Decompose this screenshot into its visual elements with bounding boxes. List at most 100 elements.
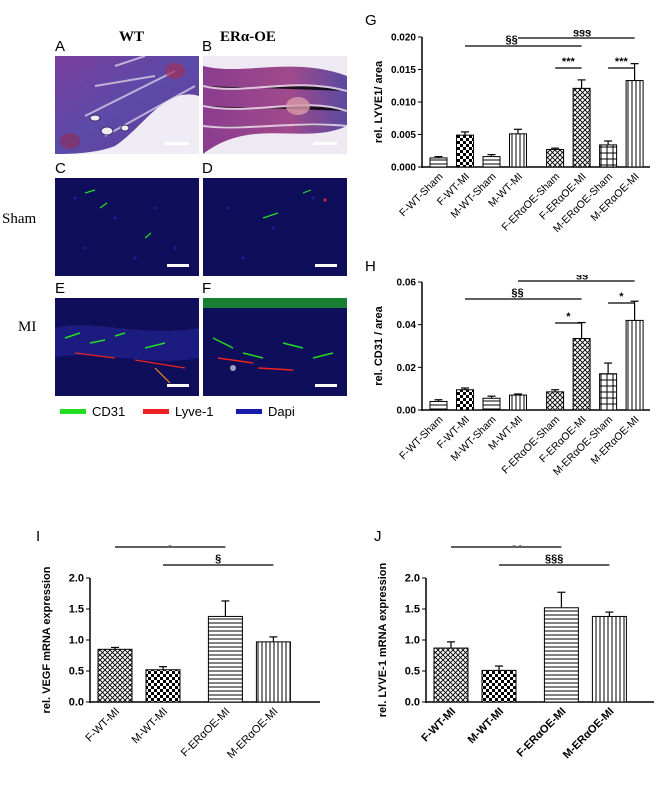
col-title-er-oe: ERα-OE (220, 29, 276, 45)
y-tick-label: 0.5 (405, 666, 420, 678)
row-label-sham: Sham (2, 211, 37, 227)
panel-label-d: D (202, 160, 213, 177)
significance-label: §§ (511, 545, 523, 547)
bar (429, 400, 448, 411)
legend-label-cd31: CD31 (92, 404, 126, 419)
micrograph-e-image (55, 298, 199, 396)
bar (145, 669, 181, 703)
legend-label-dapi: Dapi (268, 404, 295, 419)
y-tick-label: 2.0 (405, 573, 420, 585)
panel-label-i: I (36, 528, 41, 545)
category-label: M-WT-MI (130, 706, 170, 746)
y-tick-label: 0.000 (391, 163, 416, 174)
y-axis-label: rel. CD31 / area (373, 305, 385, 385)
y-tick-label: 0.04 (397, 320, 417, 331)
significance-label: §§ (506, 34, 518, 46)
bar (207, 615, 243, 703)
chart-i: 0.0 0.5 1.0 1.5 2.0 rel. VEGF mRNA expression… (41, 545, 320, 761)
bar (625, 80, 644, 168)
legend-label-lyve1: Lyve-1 (175, 404, 214, 419)
panel-label-f: F (202, 280, 212, 297)
bar (625, 319, 644, 411)
y-tick-label: 1.0 (69, 635, 84, 647)
significance-label: §§§ (545, 553, 563, 565)
y-tick-label: 2.0 (69, 573, 84, 585)
col-title-wt: WT (119, 29, 145, 45)
chart-g: 0.000 0.005 0.010 0.015 0.020 rel. LYVE1/ are… (373, 30, 650, 235)
bar (255, 641, 291, 703)
y-tick-label: 0.06 (397, 278, 417, 289)
bar (481, 669, 517, 703)
micrograph-a (55, 56, 199, 154)
micrograph-a-image (55, 56, 199, 154)
significance-label: § (167, 545, 173, 547)
micrograph-b (203, 56, 347, 154)
category-label: F-WT-MI (419, 706, 458, 745)
y-axis-label: rel. LYVE-1 mRNA expression (378, 562, 389, 717)
panel-label-e: E (55, 280, 66, 297)
category-label: F-WT-MI (83, 706, 122, 745)
y-axis-label: rel. LYVE1/ area (373, 60, 385, 143)
bar (97, 648, 133, 703)
category-label: M-ERαOE-MI (225, 706, 280, 761)
y-tick-label: 1.5 (69, 604, 84, 616)
panel-label-g: G (365, 12, 377, 29)
y-tick-label: 0.020 (391, 33, 416, 44)
bar (591, 615, 627, 703)
bar (433, 647, 469, 703)
significance-label: §§ (511, 287, 523, 299)
y-tick-label: 0.010 (391, 98, 416, 109)
y-tick-label: 0.0 (405, 697, 420, 709)
bar (572, 338, 591, 411)
significance-label: § (215, 553, 221, 565)
panel-label-b: B (202, 38, 213, 55)
micrograph-f-image (203, 298, 347, 396)
category-label: F-ERαOE-MI (515, 706, 569, 760)
panel-label-h: H (365, 258, 376, 275)
bar (543, 607, 579, 703)
y-tick-label: 0.02 (397, 363, 417, 374)
micrograph-d (203, 178, 347, 276)
significance-label: *** (615, 56, 629, 68)
chart-j: 0.0 0.5 1.0 1.5 2.0 rel. LYVE-1 mRNA expressi… (378, 545, 654, 762)
bar (599, 373, 618, 411)
legend-swatch-dapi (236, 409, 262, 414)
bar (599, 144, 618, 168)
y-axis-label: rel. VEGF mRNA expression (41, 566, 53, 713)
micrograph-c-image (55, 178, 199, 276)
y-tick-label: 0.005 (391, 130, 416, 141)
legend-item-cd31: CD31 (60, 404, 125, 419)
bar (509, 394, 527, 411)
panel-label-j: J (374, 528, 382, 545)
micrograph-d-image (203, 178, 347, 276)
significance-label: *** (562, 56, 576, 68)
legend-item-dapi: Dapi (236, 404, 295, 419)
significance-label: §§ (576, 275, 588, 281)
micrograph-f (203, 298, 347, 396)
micrograph-e (55, 298, 199, 396)
significance-label: * (619, 291, 624, 303)
micrograph-b-image (203, 56, 347, 154)
category-label: M-ERαOE-MI (561, 706, 617, 762)
panel-label-c: C (55, 160, 66, 177)
y-tick-label: 0.015 (391, 65, 416, 76)
category-label: M-WT-MI (466, 706, 506, 746)
y-tick-label: 0.5 (69, 666, 84, 678)
bar (456, 389, 474, 411)
y-tick-label: 0.0 (69, 697, 84, 709)
y-tick-label: 1.0 (405, 635, 420, 647)
bar (546, 148, 565, 168)
category-label: F-ERαOE-MI (179, 706, 233, 760)
significance-label: * (566, 311, 571, 323)
significance-label: §§§ (573, 30, 591, 38)
bar (482, 397, 501, 411)
bar (509, 133, 527, 168)
bar (546, 391, 565, 411)
bar (429, 157, 448, 168)
bar (572, 87, 591, 168)
panel-label-a: A (55, 38, 66, 55)
bar (482, 156, 501, 168)
bar (456, 134, 474, 168)
micrograph-c (55, 178, 199, 276)
